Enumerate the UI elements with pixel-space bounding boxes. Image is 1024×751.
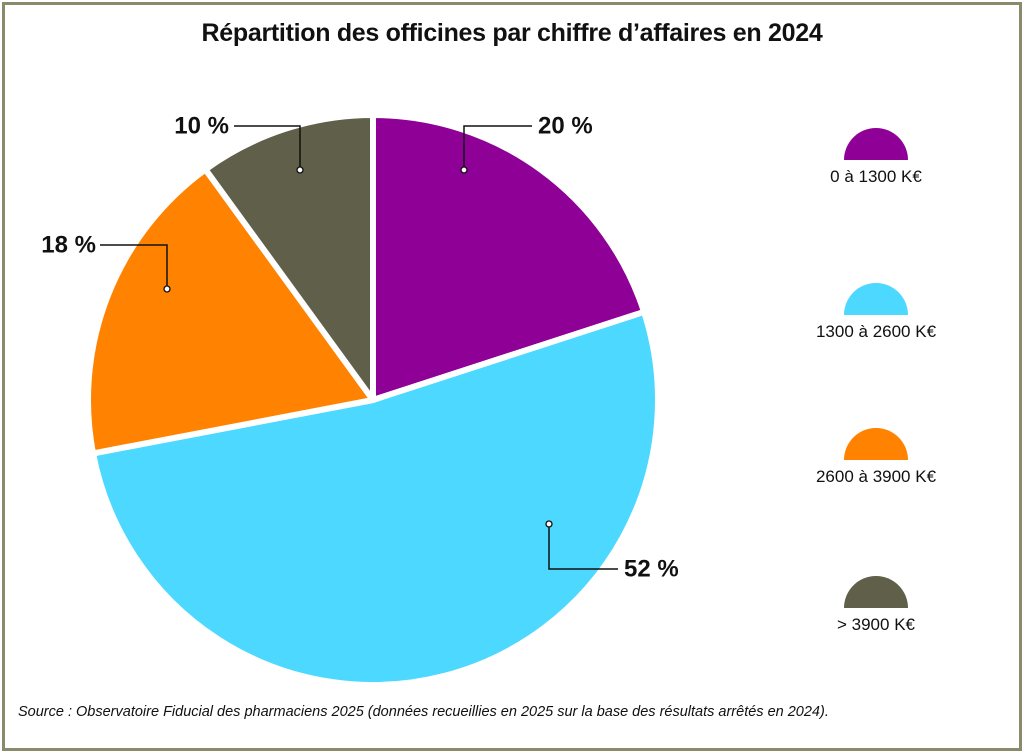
legend-label-3: 2600 à 3900 K€ [815, 467, 937, 486]
pie-slice-3 [85, 166, 376, 457]
source-note: Source : Observatoire Fiducial des pharm… [18, 704, 829, 720]
pie-slice-1 [370, 112, 648, 403]
legend-swatch-1 [844, 128, 908, 160]
data-label-1: 20 % [538, 113, 593, 140]
legend-label-1: 0 à 1300 K€ [830, 167, 922, 186]
data-label-3: 18 % [41, 232, 96, 259]
callout-dot-1 [460, 166, 468, 174]
callout-line-3 [100, 244, 168, 289]
legend-swatch-3 [844, 428, 908, 460]
pie-slice-4 [202, 112, 376, 403]
callout-line-2 [548, 524, 618, 570]
callout-dot-3 [163, 285, 171, 293]
legend-swatch-2 [844, 283, 908, 315]
data-label-4: 10 % [174, 113, 229, 140]
callout-dot-2 [545, 520, 553, 528]
callout-dot-4 [296, 166, 304, 174]
callout-line-1 [463, 125, 532, 170]
legend-swatch-4 [844, 576, 908, 608]
chart-title: Répartition des officines par chiffre d’… [201, 19, 823, 47]
legend-label-2: 1300 à 2600 K€ [815, 322, 937, 341]
callout-line-4 [234, 125, 301, 170]
data-label-2: 52 % [624, 556, 679, 583]
pie-slice-2 [90, 308, 661, 688]
legend-label-4: > 3900 K€ [837, 615, 915, 634]
